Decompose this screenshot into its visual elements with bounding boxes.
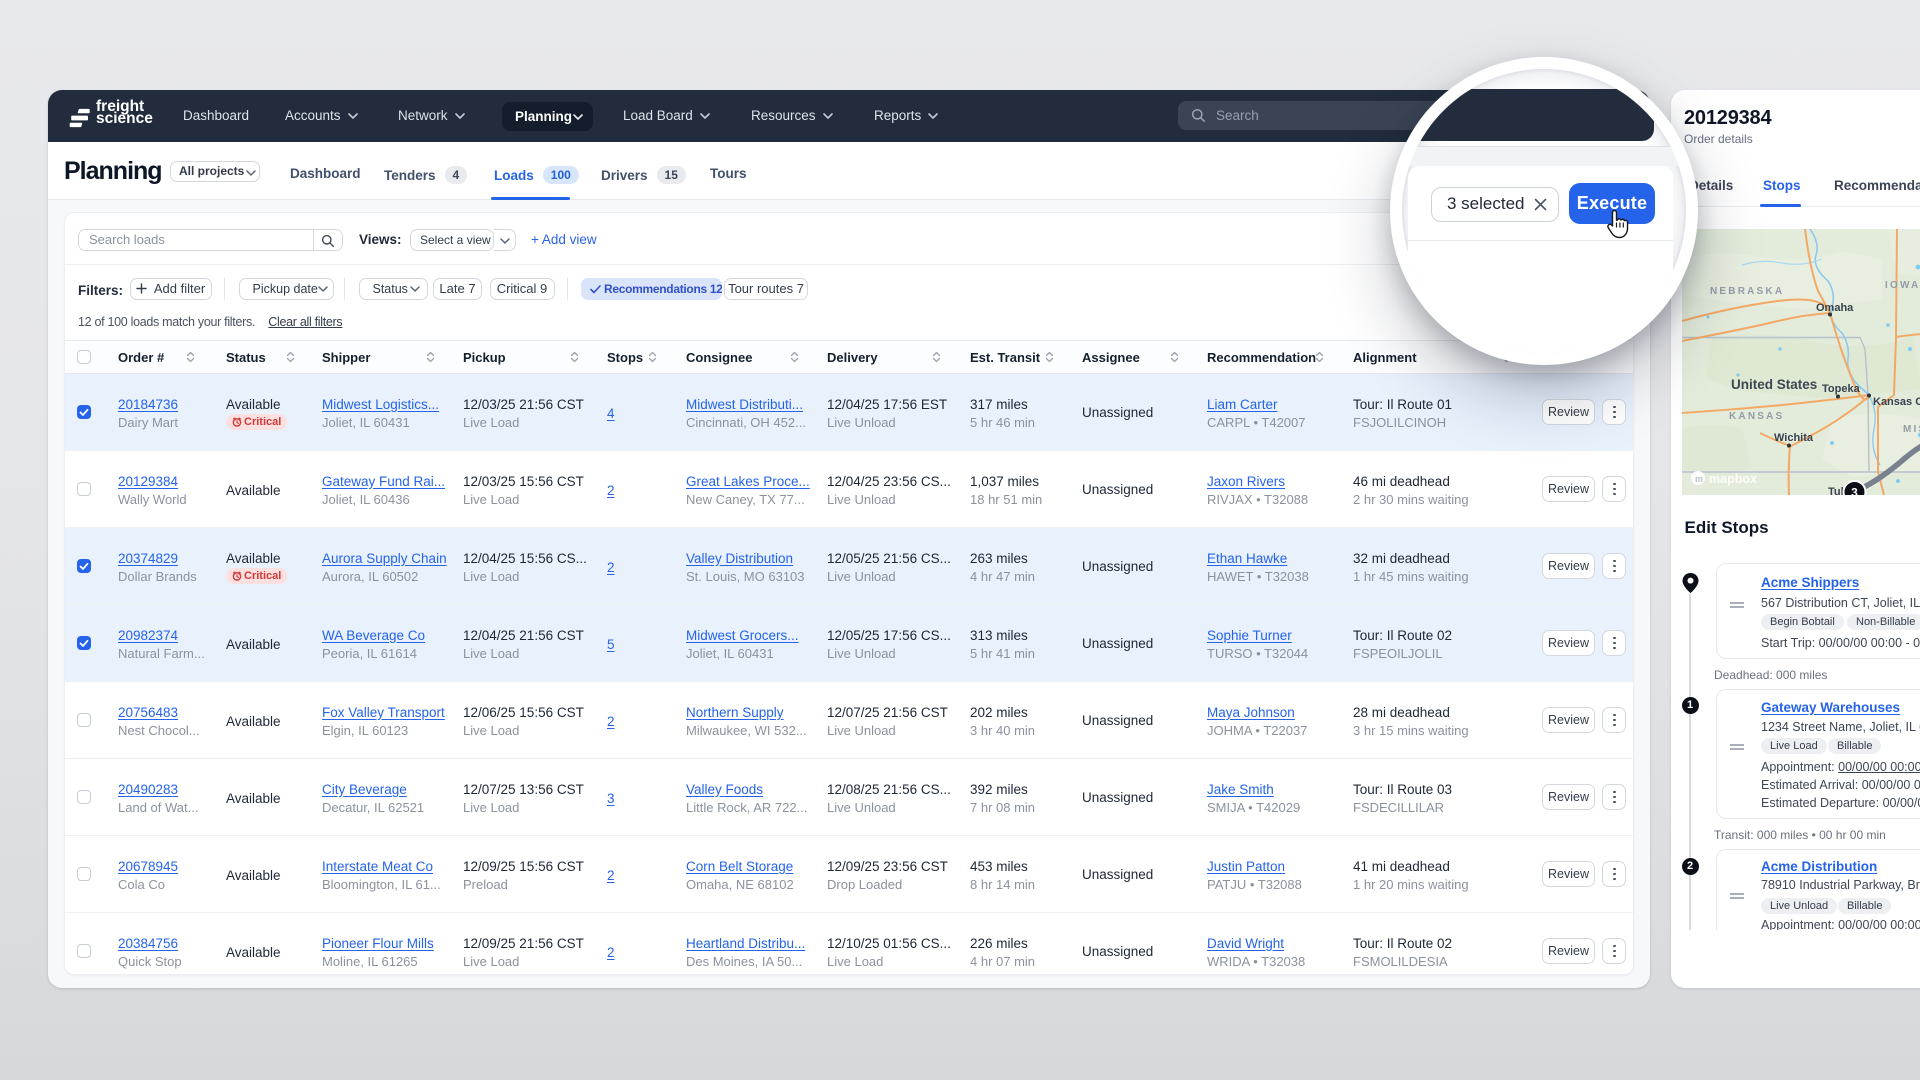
svg-text:MIS: MIS	[1903, 424, 1920, 435]
svg-text:m: m	[1695, 474, 1703, 484]
svg-text:Wichita: Wichita	[1774, 432, 1814, 444]
svg-text:Tul: Tul	[1828, 486, 1844, 495]
svg-text:3: 3	[1851, 486, 1858, 496]
svg-text:KANSAS: KANSAS	[1729, 411, 1784, 422]
svg-text:Topeka: Topeka	[1822, 383, 1861, 395]
svg-text:mapbox: mapbox	[1709, 472, 1757, 486]
svg-text:United States: United States	[1731, 377, 1817, 392]
svg-text:Kansas City: Kansas City	[1873, 396, 1920, 408]
svg-text:Omaha: Omaha	[1816, 302, 1854, 314]
svg-text:IOWA: IOWA	[1885, 280, 1920, 291]
svg-text:NEBRASKA: NEBRASKA	[1710, 286, 1784, 297]
